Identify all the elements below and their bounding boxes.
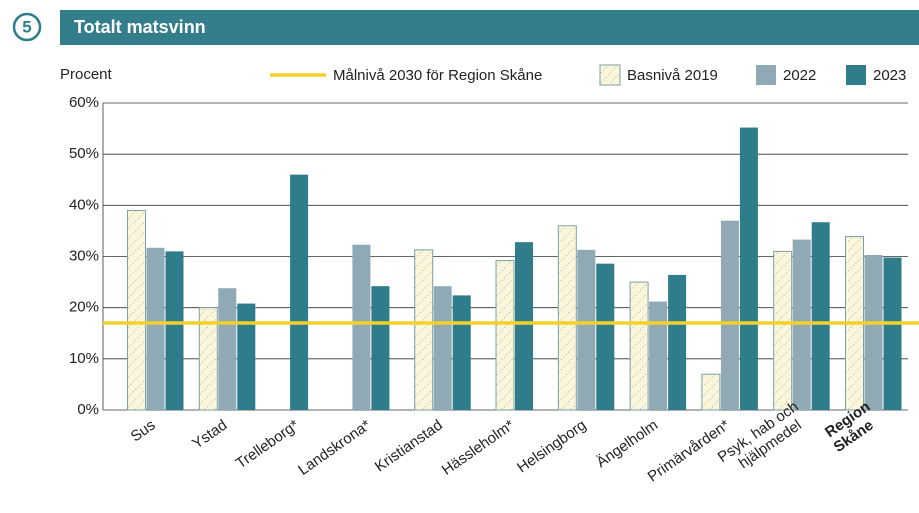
bar — [515, 242, 533, 410]
bar — [237, 303, 256, 410]
x-tick-label: Sus — [128, 417, 159, 446]
bar — [649, 301, 668, 410]
section-badge — [12, 12, 42, 42]
x-tick-label: Hässleholm* — [439, 417, 518, 479]
y-tick-label: 60% — [69, 94, 99, 111]
x-tick-label: Helsingborg — [514, 417, 589, 477]
bar — [452, 295, 471, 410]
y-tick-label: 40% — [69, 196, 99, 213]
bar-hatch — [558, 225, 577, 410]
legend-swatch — [846, 65, 866, 85]
y-tick-label: 30% — [69, 247, 99, 264]
bar-hatch — [630, 282, 649, 410]
y-tick-label: 50% — [69, 145, 99, 162]
bar-hatch — [199, 307, 218, 410]
bar — [433, 286, 452, 410]
legend-swatch — [756, 65, 776, 85]
bar-hatch — [496, 260, 514, 410]
legend-label: Basnivå 2019 — [627, 67, 718, 84]
bar — [165, 251, 184, 410]
title-bar — [60, 10, 919, 45]
bar-hatch — [773, 251, 792, 410]
bar — [371, 286, 390, 410]
bar-hatch — [414, 249, 433, 410]
legend-label: Målnivå 2030 för Region Skåne — [333, 67, 542, 84]
y-tick-label: 0% — [77, 401, 99, 418]
bar — [218, 288, 237, 410]
bar — [668, 274, 687, 410]
bar-hatch — [127, 210, 146, 410]
legend-label: 2023 — [873, 67, 906, 84]
legend-hatch — [600, 65, 620, 85]
bar — [577, 249, 596, 410]
x-tick-label: Trelleborg* — [233, 417, 303, 473]
y-tick-label: 10% — [69, 350, 99, 367]
bar — [352, 244, 371, 410]
bar — [883, 257, 902, 410]
bar — [739, 127, 758, 410]
bar — [596, 263, 615, 410]
bar — [720, 220, 739, 410]
bar — [811, 222, 830, 410]
bar-hatch — [701, 374, 720, 410]
y-tick-label: 20% — [69, 299, 99, 316]
bar — [290, 174, 309, 410]
x-tick-label: Ystad — [189, 417, 230, 453]
section-number: 5 — [22, 17, 31, 36]
legend-label: 2022 — [783, 67, 816, 84]
x-tick-label: Kristianstad — [372, 417, 446, 476]
x-tick-label: Landskrona* — [295, 417, 374, 479]
bar — [792, 239, 811, 410]
chart-title: Totalt matsvinn — [74, 17, 206, 37]
bar — [146, 247, 165, 410]
bar — [864, 254, 883, 410]
x-tick-label: Ängelholm — [593, 417, 661, 472]
y-axis-label: Procent — [60, 66, 113, 83]
